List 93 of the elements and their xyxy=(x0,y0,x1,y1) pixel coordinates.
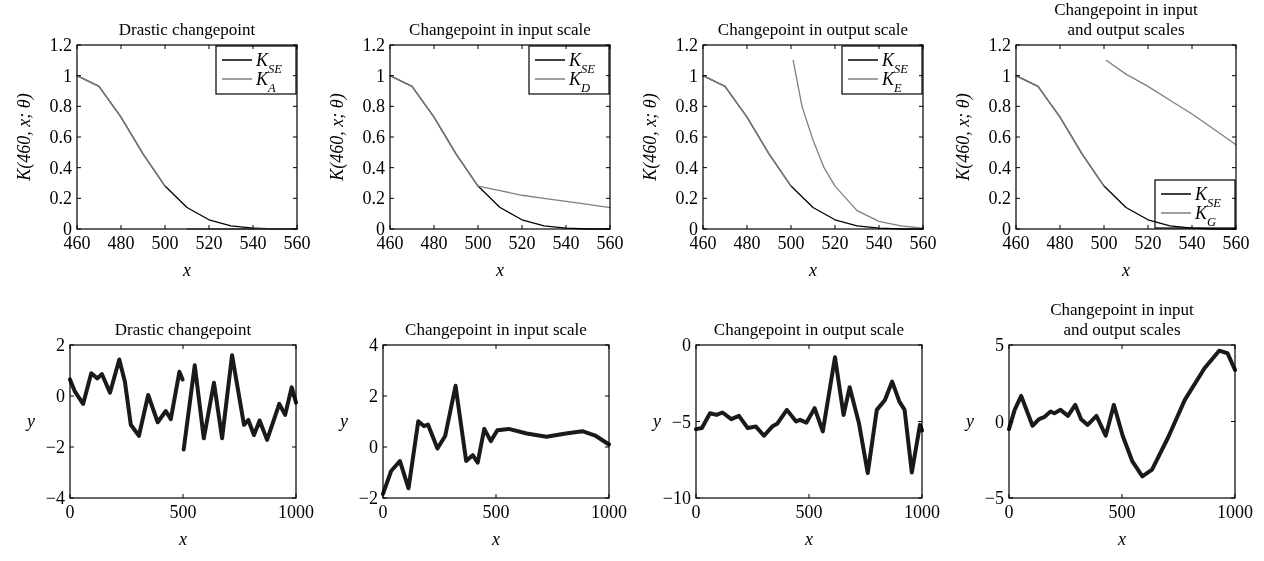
y-tick-label: 0.6 xyxy=(49,127,72,147)
y-tick-label: 2 xyxy=(56,335,65,355)
x-tick-label: 1000 xyxy=(278,502,314,522)
x-tick-label: 560 xyxy=(1222,233,1250,253)
y-axis-title: K(460, x; θ) xyxy=(14,93,35,182)
y-tick-label: 1.2 xyxy=(49,35,72,55)
x-tick-label: 520 xyxy=(508,233,536,253)
x-tick-label: 480 xyxy=(107,233,135,253)
chart-title: Drastic changepoint xyxy=(114,320,252,339)
y-tick-label: 5 xyxy=(995,335,1004,355)
x-tick-label: 500 xyxy=(777,233,805,253)
x-tick-label: 500 xyxy=(1108,502,1136,522)
y-tick-label: 1 xyxy=(376,65,385,86)
x-tick-label: 480 xyxy=(1046,233,1074,253)
x-tick-label: 560 xyxy=(283,233,311,253)
line-series xyxy=(694,355,924,476)
chart-title: Drastic changepoint xyxy=(118,20,256,39)
chart-title: Changepoint in input and output scales xyxy=(1050,300,1195,339)
y-tick-label: 0.6 xyxy=(362,127,385,147)
x-tick-label: 560 xyxy=(909,233,937,253)
y-axis-title: K(460, x; θ) xyxy=(953,93,974,182)
x-tick-label: 520 xyxy=(1134,233,1162,253)
y-tick-label: 0.6 xyxy=(675,127,698,147)
x-tick-label: 480 xyxy=(420,233,448,253)
x-tick-label: 520 xyxy=(195,233,223,253)
y-tick-label: −4 xyxy=(45,488,65,508)
y-axis-title: K(460, x; θ) xyxy=(640,93,661,182)
y-tick-label: 0.4 xyxy=(675,157,698,178)
chart-title: Changepoint in output scale xyxy=(717,20,909,39)
y-axis-title: y xyxy=(338,410,348,431)
y-tick-label: −10 xyxy=(662,488,691,508)
y-tick-label: 0.4 xyxy=(49,157,72,178)
x-tick-label: 540 xyxy=(865,233,893,253)
x-tick-label: 500 xyxy=(151,233,179,253)
chart-title: Changepoint in input scale xyxy=(409,20,591,39)
x-tick-label: 500 xyxy=(482,502,510,522)
y-tick-label: 0.2 xyxy=(988,188,1011,209)
chart-title: Changepoint in input and output scales xyxy=(1054,0,1199,39)
y-tick-label: 1 xyxy=(63,65,72,86)
y-tick-label: 0 xyxy=(56,386,65,406)
line-series xyxy=(1007,348,1237,479)
x-axis-title: x xyxy=(178,529,187,549)
x-tick-label: 1000 xyxy=(591,502,627,522)
y-tick-label: −2 xyxy=(358,488,378,508)
x-axis-title: x xyxy=(1121,260,1130,280)
x-tick-label: 500 xyxy=(1090,233,1118,253)
y-tick-label: −5 xyxy=(984,488,1004,508)
y-tick-label: 0 xyxy=(369,437,378,457)
y-axis-title: K(460, x; θ) xyxy=(327,93,348,182)
y-tick-label: 1.2 xyxy=(988,35,1011,55)
y-tick-label: 2 xyxy=(369,386,378,406)
x-axis-title: x xyxy=(495,260,504,280)
x-tick-label: 540 xyxy=(552,233,580,253)
y-tick-label: 0.8 xyxy=(675,96,698,117)
y-tick-label: 1 xyxy=(689,65,698,86)
y-tick-label: 0.2 xyxy=(675,188,698,209)
y-tick-label: −5 xyxy=(671,411,691,432)
x-axis-title: x xyxy=(182,260,191,280)
y-axis-title: y xyxy=(651,410,661,431)
x-tick-label: 1000 xyxy=(1217,502,1253,522)
y-tick-label: 1 xyxy=(1002,65,1011,86)
y-tick-label: 0.6 xyxy=(988,127,1011,147)
y-tick-label: −2 xyxy=(45,437,65,457)
chart-title: Changepoint in input scale xyxy=(405,320,587,339)
x-tick-label: 540 xyxy=(1178,233,1206,253)
x-tick-label: 500 xyxy=(464,233,492,253)
y-axis-title: y xyxy=(964,410,974,431)
line-series xyxy=(381,383,611,496)
y-tick-label: 0.4 xyxy=(988,157,1011,178)
y-tick-label: 0.8 xyxy=(49,96,72,117)
y-tick-label: 0.2 xyxy=(362,188,385,209)
y-tick-label: 1.2 xyxy=(362,35,385,55)
y-tick-label: 0.8 xyxy=(362,96,385,117)
y-tick-label: 0 xyxy=(682,335,691,355)
x-axis-title: x xyxy=(804,529,813,549)
x-tick-label: 480 xyxy=(733,233,761,253)
x-tick-label: 1000 xyxy=(904,502,940,522)
y-tick-label: 0.8 xyxy=(988,96,1011,117)
y-tick-label: 1.2 xyxy=(675,35,698,55)
x-axis-title: x xyxy=(808,260,817,280)
x-tick-label: 540 xyxy=(239,233,267,253)
x-tick-label: 520 xyxy=(821,233,849,253)
x-axis-title: x xyxy=(491,529,500,549)
y-axis-title: y xyxy=(25,410,35,431)
y-tick-label: 0 xyxy=(995,411,1004,432)
y-tick-label: 4 xyxy=(369,335,378,355)
x-tick-label: 500 xyxy=(795,502,823,522)
y-tick-label: 0.2 xyxy=(49,188,72,209)
x-tick-label: 500 xyxy=(169,502,197,522)
y-tick-label: 0.4 xyxy=(362,157,385,178)
chart-title: Changepoint in output scale xyxy=(713,320,905,339)
x-tick-label: 560 xyxy=(596,233,624,253)
x-axis-title: x xyxy=(1117,529,1126,549)
